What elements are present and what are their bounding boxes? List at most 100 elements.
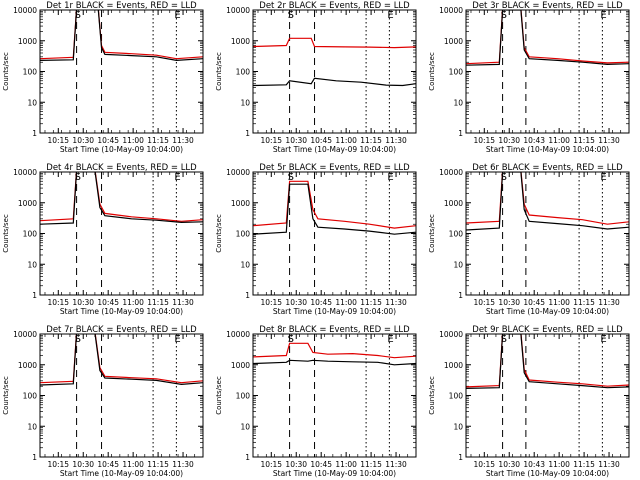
- plot-frame: [39, 9, 204, 134]
- x-tick-label: 10:30: [498, 136, 520, 145]
- y-tick-label: 100: [236, 230, 251, 239]
- marker-label: S: [501, 10, 507, 21]
- series-group: [253, 37, 416, 87]
- x-tick-label: 10:30: [285, 136, 307, 145]
- y-tick-label: 10: [453, 422, 463, 431]
- x-tick-label: 11:00: [548, 298, 570, 307]
- x-tick-label: 11:30: [385, 298, 407, 307]
- y-tick-label: 100: [449, 68, 464, 77]
- x-tick-label: 10:45: [523, 298, 545, 307]
- x-tick-label: 11:15: [147, 298, 169, 307]
- marker-label: S: [75, 334, 81, 345]
- series-line-lld: [253, 342, 416, 359]
- y-tick-label: 10: [240, 422, 250, 431]
- y-tick-label: 1: [458, 129, 463, 138]
- y-axis-label: Counts/sec: [428, 214, 436, 253]
- plot-frame: [39, 171, 204, 296]
- chart-title: Det 1r BLACK = Events, RED = LLD: [46, 1, 197, 11]
- x-tick-label: 11:30: [172, 298, 194, 307]
- y-tick-label: 1000: [444, 199, 463, 208]
- y-tick-label: 100: [449, 392, 464, 401]
- x-tick-label: 10:15: [260, 460, 282, 469]
- x-tick-label: 11:15: [360, 136, 382, 145]
- y-axis-label: Counts/sec: [215, 52, 223, 91]
- series-group: [466, 334, 629, 389]
- x-tick-label: 11:00: [548, 136, 570, 145]
- y-tick-label: 10000: [226, 168, 250, 177]
- x-tick-label: 10:30: [72, 298, 94, 307]
- x-tick-label: 11:30: [598, 298, 620, 307]
- plot-frame: [465, 171, 630, 296]
- chart-title: Det 7r BLACK = Events, RED = LLD: [46, 325, 197, 335]
- chart-title: Det 4r BLACK = Events, RED = LLD: [46, 163, 197, 173]
- x-tick-label: 11:15: [573, 136, 595, 145]
- y-tick-label: 10000: [13, 6, 37, 15]
- y-tick-label: 100: [236, 392, 251, 401]
- x-tick-label: 11:15: [360, 460, 382, 469]
- x-tick-label: 10:45: [97, 136, 119, 145]
- series-line-lld: [253, 37, 416, 49]
- y-tick-label: 10: [27, 422, 37, 431]
- y-tick-label: 10000: [226, 330, 250, 339]
- series-line-events: [40, 172, 203, 225]
- series-group: [466, 172, 629, 231]
- x-tick-label: 10:45: [310, 298, 332, 307]
- marker-label: E: [174, 10, 180, 21]
- x-tick-label: 10:43: [523, 460, 545, 469]
- marker-label: E: [600, 334, 606, 345]
- marker-label: S: [75, 10, 81, 21]
- x-tick-label: 10:30: [285, 460, 307, 469]
- plot-frame: [252, 9, 417, 134]
- y-tick-label: 10000: [226, 6, 250, 15]
- marker-label: E: [387, 10, 393, 21]
- x-tick-label: 10:15: [47, 298, 69, 307]
- series-line-events: [253, 183, 416, 235]
- series-line-events: [40, 334, 203, 386]
- plot-frame: [39, 333, 204, 458]
- chart-title: Det 9r BLACK = Events, RED = LLD: [472, 325, 623, 335]
- y-tick-label: 10: [27, 260, 37, 269]
- series-line-events: [466, 334, 629, 389]
- x-tick-label: 10:45: [97, 298, 119, 307]
- x-tick-label: 10:30: [72, 460, 94, 469]
- x-tick-label: 11:30: [172, 460, 194, 469]
- y-axis-label: Counts/sec: [428, 52, 436, 91]
- x-tick-label: 10:30: [72, 136, 94, 145]
- x-axis-label: Start Time (10-May-09 10:04:00): [60, 307, 183, 316]
- x-tick-label: 11:30: [598, 460, 620, 469]
- x-tick-label: 11:30: [598, 136, 620, 145]
- series-line-events: [466, 10, 629, 66]
- y-tick-label: 1: [245, 453, 250, 462]
- y-tick-label: 1000: [18, 361, 37, 370]
- y-axis-label: Counts/sec: [215, 214, 223, 253]
- x-tick-label: 10:45: [97, 460, 119, 469]
- y-tick-label: 10000: [13, 168, 37, 177]
- chart-title: Det 6r BLACK = Events, RED = LLD: [472, 163, 623, 173]
- x-tick-label: 10:15: [473, 460, 495, 469]
- y-tick-label: 1: [245, 291, 250, 300]
- marker-label: S: [288, 334, 294, 345]
- x-axis-label: Start Time (10-May-09 10:04:00): [60, 469, 183, 478]
- plot-frame: [465, 9, 630, 134]
- series-line-events: [253, 77, 416, 87]
- panel-1: Det 1r BLACK = Events, RED = LLD Counts/s…: [2, 1, 204, 154]
- y-tick-label: 10000: [439, 168, 463, 177]
- x-tick-label: 11:00: [122, 136, 144, 145]
- series-group: [253, 342, 416, 366]
- x-tick-label: 11:30: [385, 460, 407, 469]
- x-tick-label: 10:15: [473, 298, 495, 307]
- y-tick-label: 1000: [231, 199, 250, 208]
- y-axis-label: Counts/sec: [215, 376, 223, 415]
- marker-label: E: [387, 334, 393, 345]
- y-tick-label: 100: [23, 68, 38, 77]
- x-axis-label: Start Time (10-May-09 10:04:00): [486, 469, 609, 478]
- x-tick-label: 11:00: [335, 298, 357, 307]
- x-axis-label: Start Time (10-May-09 10:04:00): [273, 145, 396, 154]
- y-axis-label: Counts/sec: [2, 214, 10, 253]
- y-tick-label: 1: [32, 453, 37, 462]
- panel-4: Det 4r BLACK = Events, RED = LLD Counts/s…: [2, 163, 204, 316]
- panel-7: Det 7r BLACK = Events, RED = LLD Counts/s…: [2, 325, 204, 478]
- x-tick-label: 11:15: [573, 460, 595, 469]
- y-tick-label: 10: [453, 260, 463, 269]
- x-tick-label: 11:15: [360, 298, 382, 307]
